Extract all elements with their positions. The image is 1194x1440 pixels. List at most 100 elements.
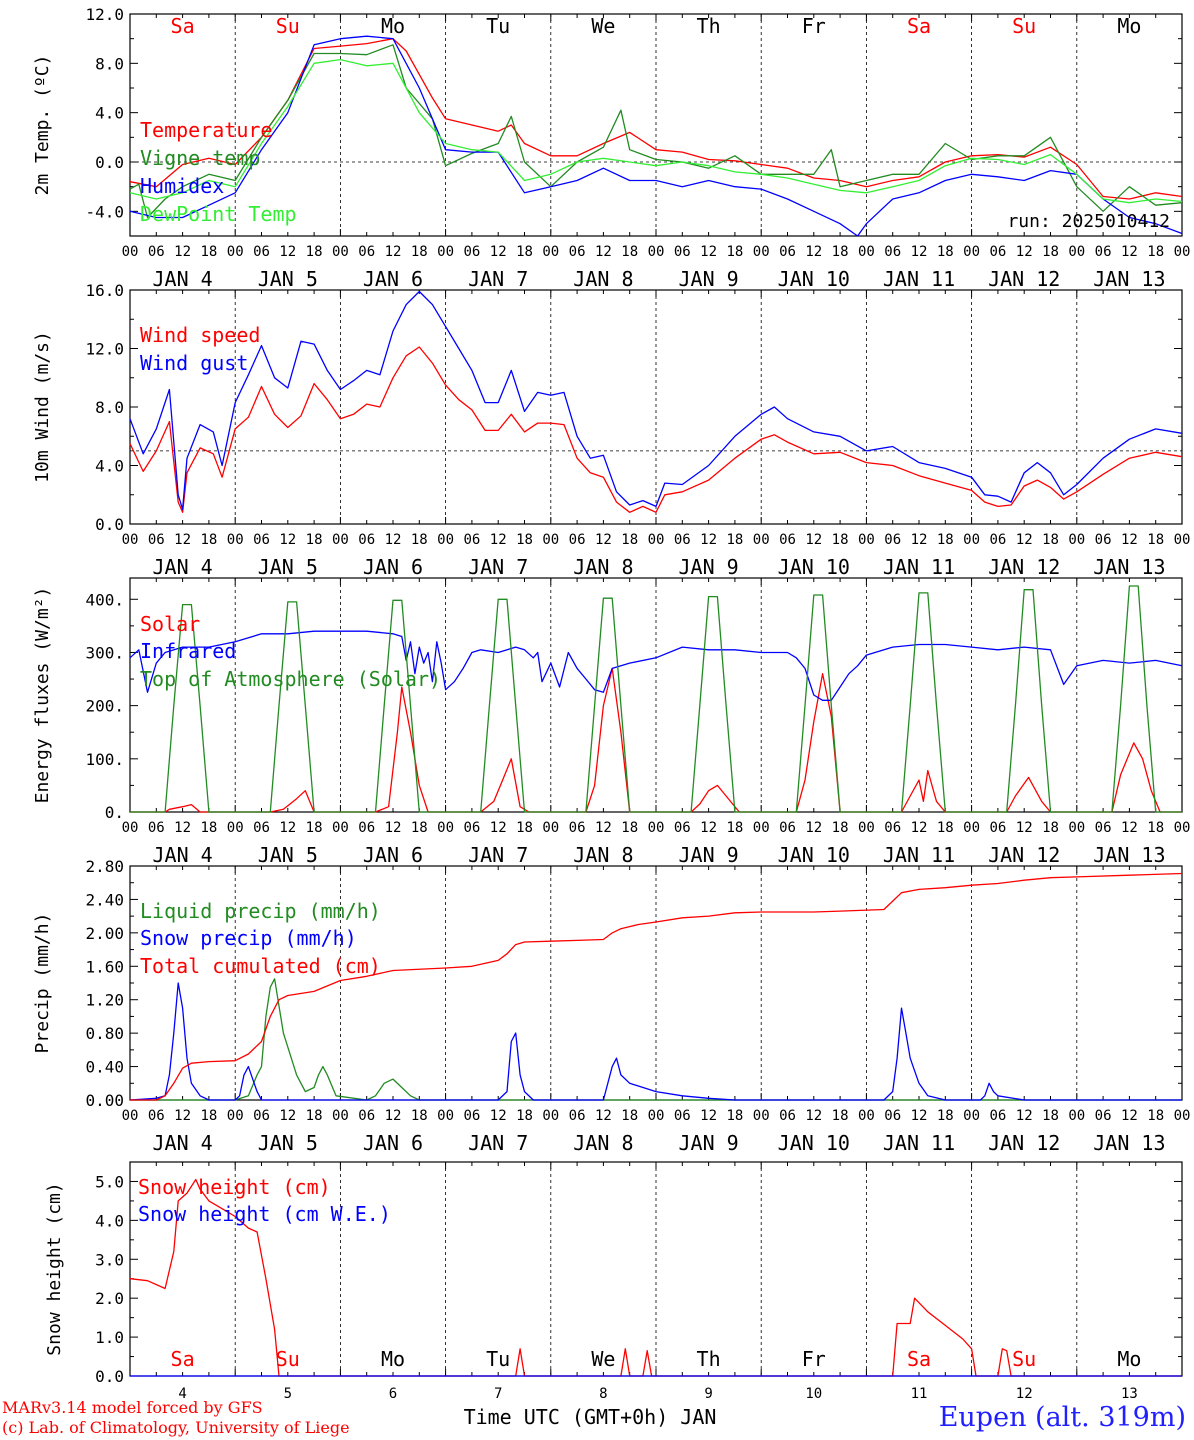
hour-tick-label: 00 [332,1108,349,1124]
hour-tick-label: 12 [174,820,191,836]
hour-tick-label: 00 [858,820,875,836]
weekday-label: Sa [171,14,195,38]
hour-tick-label: 06 [358,532,375,548]
y-tick-label: 0.0 [95,1367,124,1386]
hour-tick-label: 06 [1095,532,1112,548]
hour-tick-label: 18 [621,820,638,836]
day-tick-label: JAN 10 [778,555,850,579]
day-tick-label: JAN 8 [573,555,633,579]
series-line-total-cumulated-cm- [130,872,1183,1101]
legend-entry: Wind gust [140,351,248,375]
hour-tick-label: 06 [569,244,586,260]
hour-tick-label: 00 [122,532,139,548]
hour-tick-label: 18 [832,820,849,836]
series-line-top-of-atmosphere-solar- [130,585,1182,813]
y-tick-label: 200. [85,697,124,716]
legend-entry: Top of Atmosphere (Solar) [140,667,441,691]
hour-tick-label: 12 [385,1108,402,1124]
legend-entry: Snow height (cm) [138,1175,331,1199]
y-tick-label: 1.0 [95,1328,124,1347]
hour-tick-label: 12 [174,532,191,548]
day-tick-label: JAN 5 [258,1131,318,1155]
y-tick-label: 1.20 [85,991,124,1010]
hour-tick-label: 06 [463,244,480,260]
hour-tick-label: 18 [516,820,533,836]
y-axis-label: 2m Temp. (ºC) [32,55,53,196]
hour-tick-label: 00 [1174,244,1191,260]
hour-tick-label: 12 [279,532,296,548]
legend-entry: Wind speed [140,323,260,347]
day-tick-label: JAN 9 [678,555,738,579]
hour-tick-label: 12 [490,532,507,548]
hour-tick-label: 18 [726,244,743,260]
day-tick-label: JAN 7 [468,843,528,867]
series-line-humidex [129,35,1183,237]
hour-tick-label: 18 [832,244,849,260]
hour-tick-label: 00 [122,244,139,260]
day-tick-label: JAN 5 [258,843,318,867]
day-tick-label: JAN 8 [573,1131,633,1155]
hour-tick-label: 00 [1068,820,1085,836]
day-tick-label: JAN 4 [152,267,212,291]
y-tick-label: 4.0 [95,104,124,123]
hour-tick-label: 00 [227,1108,244,1124]
weekday-label: Sa [171,1347,195,1371]
hour-tick-label: 06 [253,532,270,548]
hour-tick-label: 18 [937,1108,954,1124]
y-tick-label: 8.0 [95,398,124,417]
day-number-label: 12 [1016,1386,1033,1402]
hour-tick-label: 18 [937,244,954,260]
day-tick-label: JAN 10 [778,1131,850,1155]
hour-tick-label: 12 [911,532,928,548]
series-line-liquid-precip-mm-h- [130,978,1182,1101]
hour-tick-label: 18 [832,532,849,548]
y-axis-label: Precip (mm/h) [32,913,53,1054]
hour-tick-label: 00 [963,1108,980,1124]
hour-tick-label: 06 [148,532,165,548]
y-tick-label: 0.40 [85,1058,124,1077]
weekday-label: Sa [907,14,931,38]
day-tick-label: JAN 8 [573,267,633,291]
hour-tick-label: 00 [122,1108,139,1124]
hour-tick-label: 18 [411,244,428,260]
day-number-label: 7 [494,1386,502,1402]
hour-tick-label: 12 [805,532,822,548]
hour-tick-label: 00 [227,820,244,836]
hour-tick-label: 18 [621,244,638,260]
weekday-label: Sa [907,1347,931,1371]
hour-tick-label: 00 [122,820,139,836]
hour-tick-label: 06 [884,820,901,836]
series-line-wind-gust [129,290,1183,511]
day-tick-label: JAN 5 [258,555,318,579]
hour-tick-label: 06 [253,820,270,836]
hour-tick-label: 12 [1121,244,1138,260]
hour-tick-label: 06 [253,244,270,260]
y-tick-label: 8.0 [95,54,124,73]
hour-tick-label: 18 [726,820,743,836]
hour-tick-label: 06 [569,532,586,548]
hour-tick-label: 00 [858,532,875,548]
hour-tick-label: 00 [542,244,559,260]
hour-tick-label: 00 [858,1108,875,1124]
hour-tick-label: 00 [437,820,454,836]
y-axis-label: Energy fluxes (W/m²) [32,587,53,804]
day-tick-label: JAN 11 [883,843,955,867]
hour-tick-label: 06 [989,1108,1006,1124]
hour-tick-label: 12 [385,532,402,548]
hour-tick-label: 00 [963,820,980,836]
hour-tick-label: 00 [332,532,349,548]
day-tick-label: JAN 12 [988,843,1060,867]
y-tick-label: 0.00 [85,1091,124,1110]
hour-tick-label: 12 [490,820,507,836]
legend-entry: Snow height (cm W.E.) [138,1202,391,1226]
hour-tick-label: 00 [1068,532,1085,548]
y-tick-label: 2.0 [95,1289,124,1308]
hour-tick-label: 18 [516,244,533,260]
legend-entry: DewPoint Temp [140,202,297,226]
hour-tick-label: 06 [779,532,796,548]
hour-tick-label: 18 [306,1108,323,1124]
y-axis-label: 10m Wind (m/s) [32,331,53,483]
hour-tick-label: 00 [753,532,770,548]
hour-tick-label: 18 [832,1108,849,1124]
weekday-label: Th [697,14,721,38]
